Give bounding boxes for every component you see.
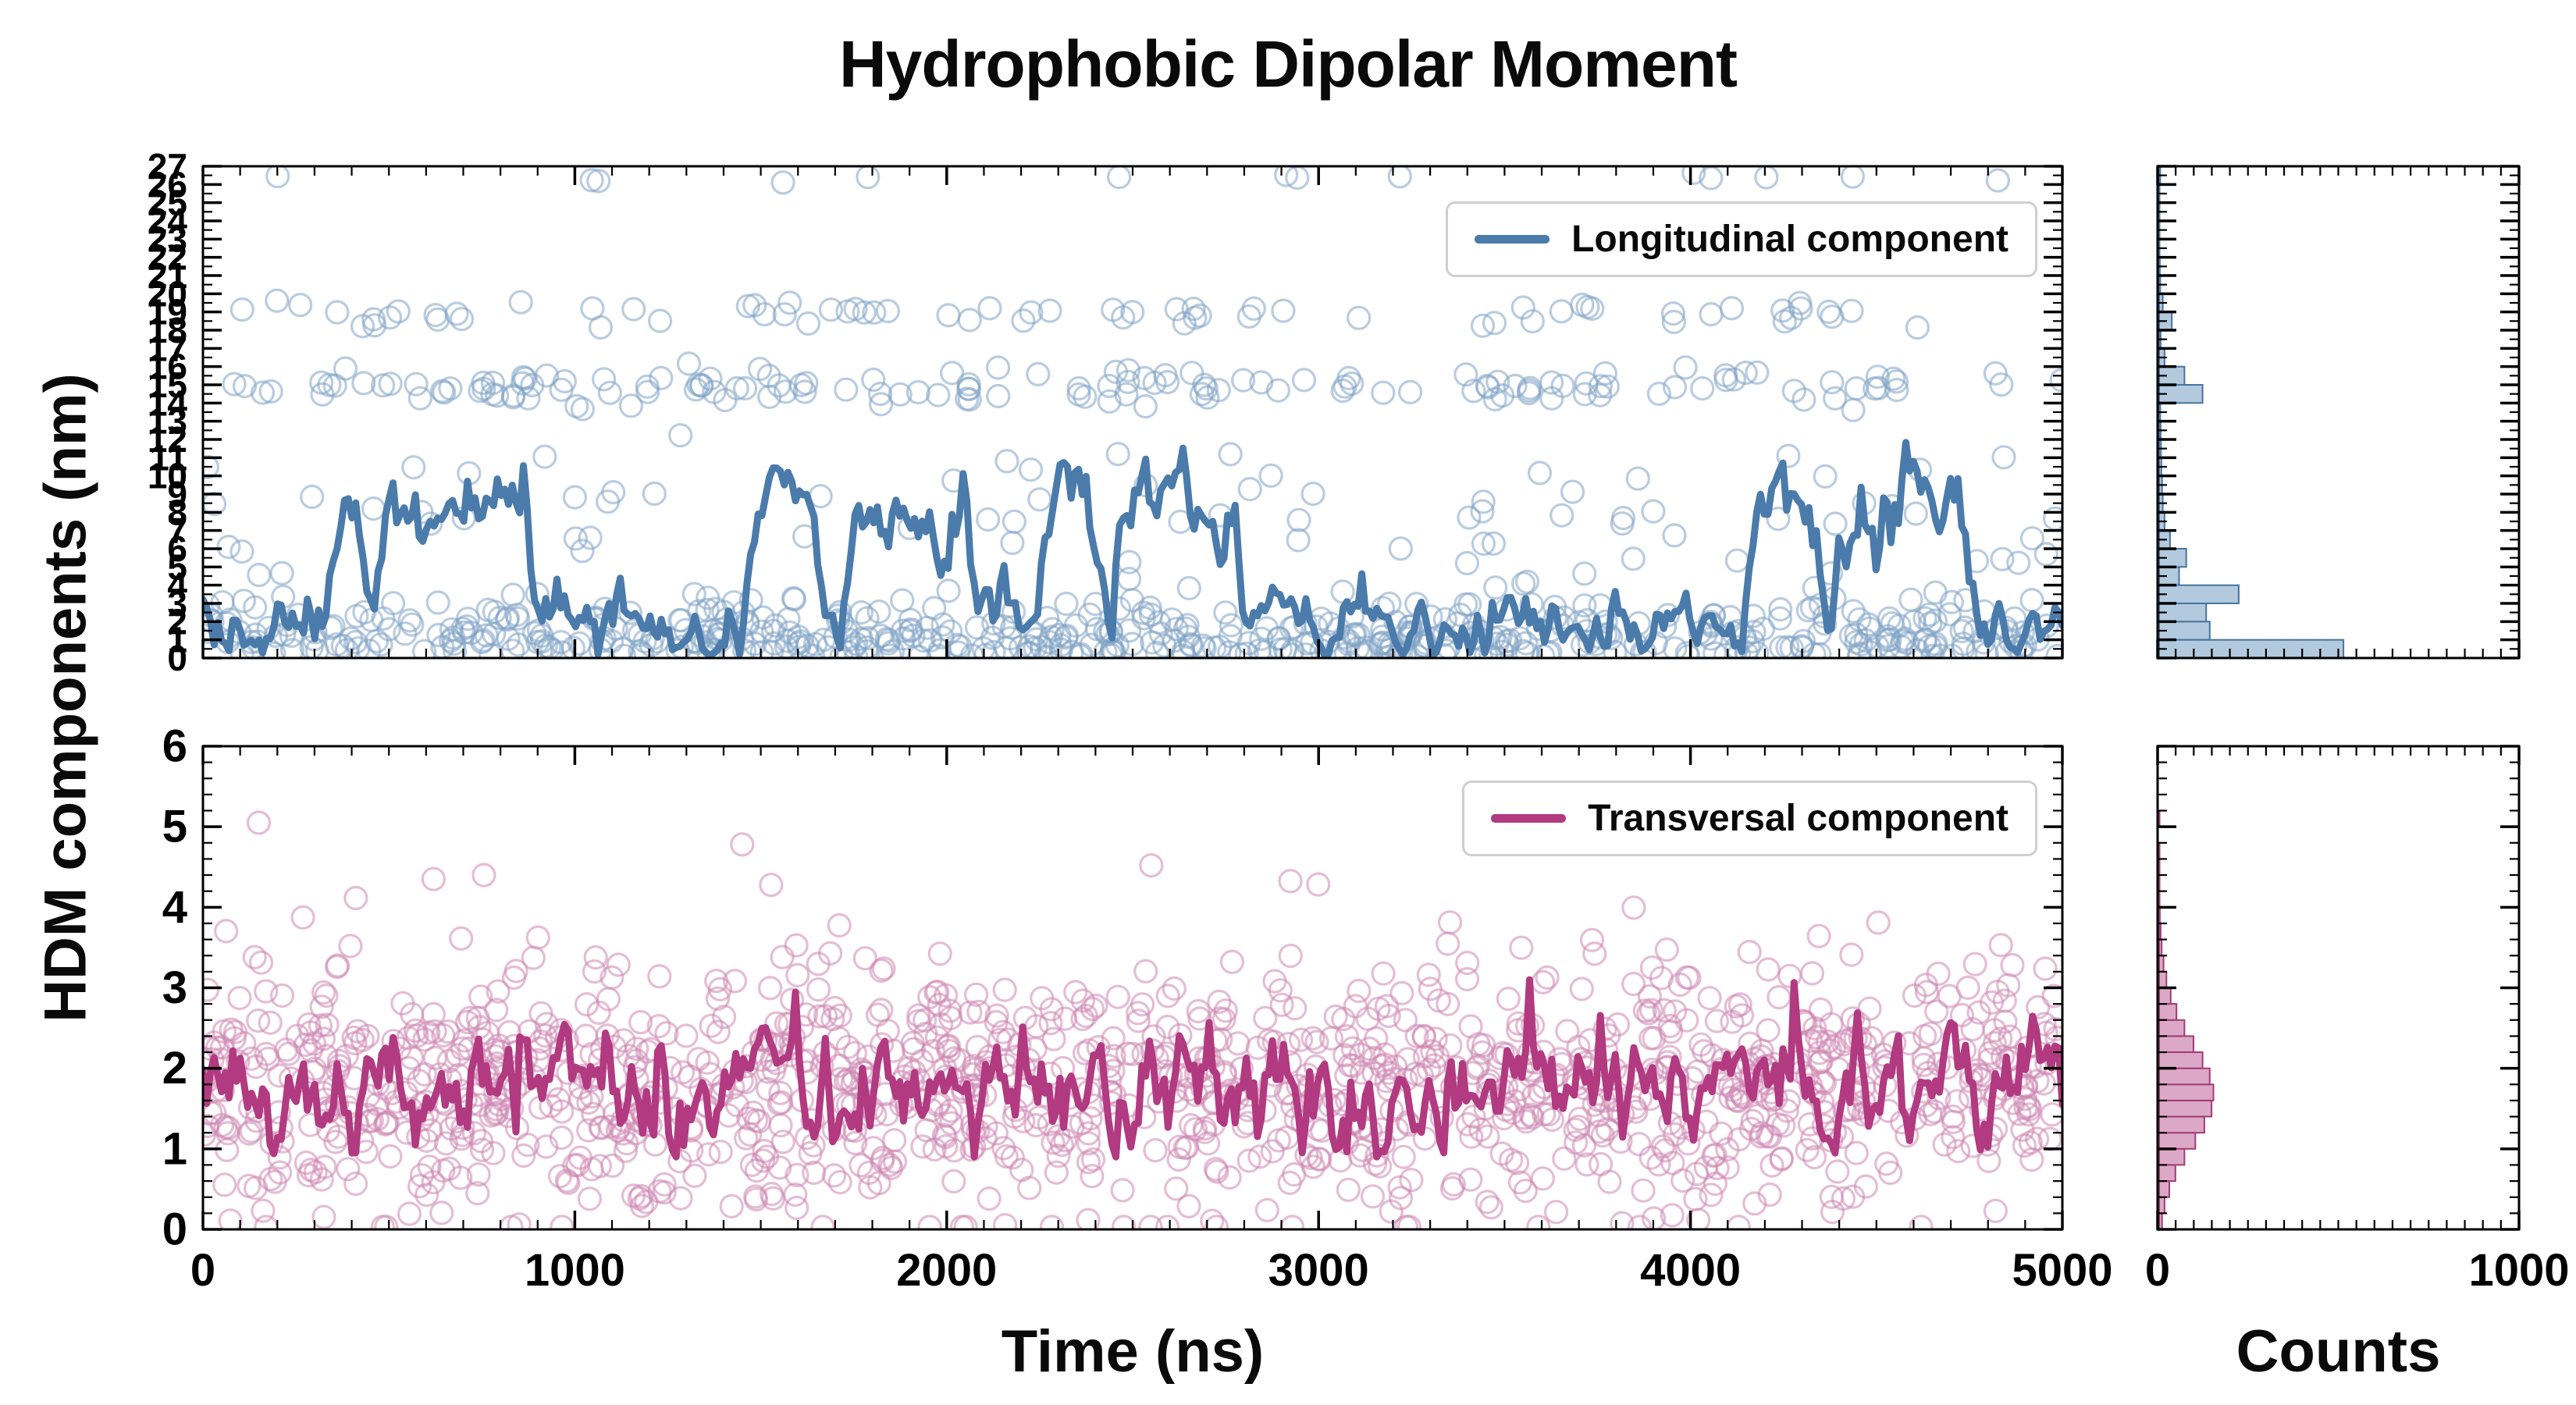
svg-text:4: 4 — [162, 882, 187, 933]
legend-label-longitudinal: Longitudinal component — [1571, 219, 2008, 260]
svg-text:0: 0 — [2145, 1245, 2170, 1296]
svg-text:19: 19 — [148, 292, 187, 333]
svg-text:3000: 3000 — [1268, 1245, 1369, 1296]
svg-text:14: 14 — [148, 382, 188, 423]
svg-text:1: 1 — [162, 1123, 187, 1174]
svg-text:6: 6 — [162, 721, 187, 772]
svg-text:3: 3 — [167, 583, 187, 624]
svg-text:5: 5 — [162, 802, 187, 852]
svg-text:22: 22 — [148, 237, 187, 278]
svg-text:0: 0 — [167, 638, 187, 678]
svg-text:5000: 5000 — [2012, 1245, 2112, 1296]
y-axis-label: HDM components (nm) — [32, 373, 99, 1023]
legend-line-swatch-longitudinal — [1475, 235, 1550, 244]
svg-text:6: 6 — [167, 528, 187, 569]
svg-text:3: 3 — [162, 962, 187, 1013]
svg-text:17: 17 — [148, 328, 187, 368]
svg-text:1000: 1000 — [2468, 1245, 2569, 1296]
svg-text:27: 27 — [148, 146, 187, 187]
x-axis-label: Time (ns) — [1001, 1318, 1265, 1385]
legend-line-swatch-transversal — [1491, 814, 1567, 823]
svg-text:13: 13 — [148, 401, 187, 442]
svg-text:0: 0 — [162, 1204, 187, 1255]
svg-text:2: 2 — [162, 1043, 187, 1094]
legend-longitudinal: Longitudinal component — [1446, 201, 2037, 277]
legend-transversal: Transversal component — [1462, 781, 2037, 856]
svg-text:26: 26 — [148, 164, 187, 205]
svg-text:9: 9 — [167, 474, 187, 514]
svg-text:12: 12 — [148, 419, 187, 460]
svg-text:5: 5 — [167, 546, 187, 587]
chart-title: Hydrophobic Dipolar Moment — [839, 27, 1738, 101]
svg-text:18: 18 — [148, 310, 187, 350]
svg-text:23: 23 — [148, 219, 187, 259]
svg-text:2: 2 — [167, 601, 187, 642]
svg-text:4: 4 — [167, 565, 187, 606]
svg-text:21: 21 — [148, 255, 187, 296]
svg-text:11: 11 — [149, 437, 187, 478]
svg-text:20: 20 — [148, 273, 187, 314]
svg-text:25: 25 — [148, 183, 187, 223]
svg-text:0: 0 — [190, 1245, 215, 1296]
svg-text:10: 10 — [148, 456, 187, 496]
svg-text:15: 15 — [148, 365, 187, 405]
svg-text:4000: 4000 — [1640, 1245, 1741, 1296]
legend-label-transversal: Transversal component — [1588, 798, 2008, 839]
svg-text:24: 24 — [148, 201, 188, 241]
svg-text:7: 7 — [167, 510, 187, 551]
counts-axis-label: Counts — [2236, 1318, 2441, 1385]
svg-text:8: 8 — [167, 492, 187, 532]
svg-text:2000: 2000 — [896, 1245, 997, 1296]
svg-text:1000: 1000 — [525, 1245, 625, 1296]
svg-text:1: 1 — [167, 620, 187, 660]
svg-text:16: 16 — [148, 347, 187, 387]
